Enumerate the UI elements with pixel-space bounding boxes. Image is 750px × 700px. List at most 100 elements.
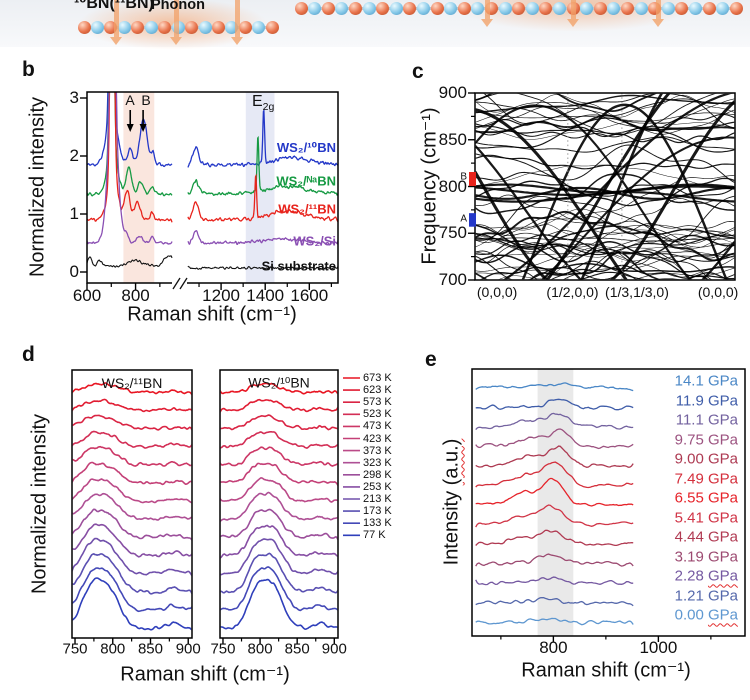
panel-e-frame [471,368,746,637]
phonon-band [578,271,680,280]
boron-atom [403,1,417,15]
nitrogen-atom [335,1,349,15]
panel-b-xtick: 1400 [246,286,285,305]
spectrum-d-1-5 [220,462,338,486]
spectrum-d-0-8 [72,508,192,541]
pressure-value: 4.44 [674,528,708,546]
spectrum-e-0 [475,382,634,392]
panel-c-ytick: 850 [438,129,467,149]
phonon-band [545,93,671,280]
phonon-band [475,224,735,243]
spectrum-d-1-6 [220,477,338,503]
pressure-unit: GPa [707,509,738,526]
phonon-band [483,93,735,129]
spectrum-d-1-12 [220,566,338,612]
phonon-band [475,186,735,200]
axis-marker-A [469,213,476,227]
spectrum-b-1-pre [87,92,173,197]
spectrum-d-0-11 [72,553,192,595]
phonon-band [475,237,735,242]
axis-break-slash [172,277,181,290]
pressure-label-11: 1.21 GPa [675,587,738,604]
nitrogen-atom [525,1,539,15]
legend-temperature-1: 623 K [363,384,392,397]
spectrum-d-1-0 [220,382,338,395]
phonon-band [475,254,735,273]
phonon-band [475,100,735,280]
panel-c-ytick: 750 [438,223,467,243]
nitrogen-atom [117,20,131,34]
phonon-band [475,175,735,230]
nitrogen-atom [444,1,458,15]
nitrogen-atom [144,20,158,34]
panel-b-ytick: 1 [69,204,79,223]
pressure-label-0: 14.1 GPa [675,373,738,390]
spectrum-b-3-pre [87,92,173,245]
panel-e-ylabel-au: (a.u.) [440,438,463,486]
nitrogen-atom [471,1,485,15]
nitrogen-atom [498,1,512,15]
nitrogen-atom [90,20,104,34]
spectrum-d-0-6 [72,478,192,504]
pressure-unit: GPa [707,411,738,429]
pressure-unit: GPa [707,470,738,487]
pressure-label-8: 4.44 GPa [675,529,738,546]
phonon-band [475,208,735,249]
pressure-value: 9.00 [674,450,708,468]
phonon-band [475,154,735,170]
kpath-label-2: (1/3,1/3,0) [605,284,669,300]
pressure-unit: GPa [707,567,738,585]
legend-temperature-3: 523 K [363,408,392,421]
panel-a-schematic [0,0,750,50]
boron-atom [702,1,716,15]
spectrum-b-0-post [187,108,338,168]
nitrogen-atom [416,1,430,15]
phonon-band [580,93,664,280]
nitrogen-atom [198,20,212,34]
phonon-band [475,93,657,112]
spectrum-d-0-10 [72,537,192,577]
phonon-arrow [234,0,240,37]
nitrogen-atom [252,20,266,34]
nitrogen-atom [362,1,376,15]
spectrum-e-7 [475,504,634,528]
pressure-label-1: 11.9 GPa [676,392,738,409]
panel-letter-c: c [412,60,424,83]
phonon-band [475,236,735,258]
pressure-label-9: 3.19 GPa [675,548,738,565]
spectrum-d-1-7 [220,491,338,523]
pressure-value: 14.1 [674,372,708,390]
panel-d-ylabel: Normalized intensity [28,413,51,595]
spectrum-d-0-0 [72,382,192,396]
phonon-arrow-head [652,19,664,27]
legend-temperature-10: 213 K [363,493,392,505]
axis-break-slash [179,277,188,290]
boron-atom [457,1,471,15]
kpath-label-1: (1/2,0,0) [546,284,599,300]
boron-atom [539,1,553,15]
legend-temperature-11: 173 K [363,505,392,518]
annotation-arrow-head [139,124,147,132]
panel-b-xtick: 800 [121,286,150,305]
nitrogen-atom [389,1,403,15]
phonon-arrow-head [481,19,493,27]
annotation-arrow-head [126,124,134,132]
pressure-label-12: 0.00 GPa [675,607,738,624]
marker-a-label: A [460,213,467,225]
panel-b-xtick: 600 [72,286,102,305]
spectrum-d-1-3 [220,431,338,449]
panel-d-title-11bn: WS₂/¹¹BN [101,375,163,391]
pressure-unit: GPa [707,489,738,507]
panel-c-ytick: 800 [438,176,467,196]
panel-d-xlabel: Raman shift (cm⁻¹) [120,663,290,686]
phonon-band [475,253,735,280]
boron-atom [238,20,252,34]
legend-temperature-8: 298 K [363,468,392,481]
panel-d-xtick: 800 [100,640,126,658]
e2g-subscript: 2g [262,101,275,113]
pressure-value: 9.75 [674,431,708,448]
spectrum-d-1-1 [220,398,338,413]
spectrum-d-1-4 [220,446,338,467]
panel-d-xtick: 750 [62,640,88,658]
kpath-label-3: (0,0,0) [697,284,739,300]
